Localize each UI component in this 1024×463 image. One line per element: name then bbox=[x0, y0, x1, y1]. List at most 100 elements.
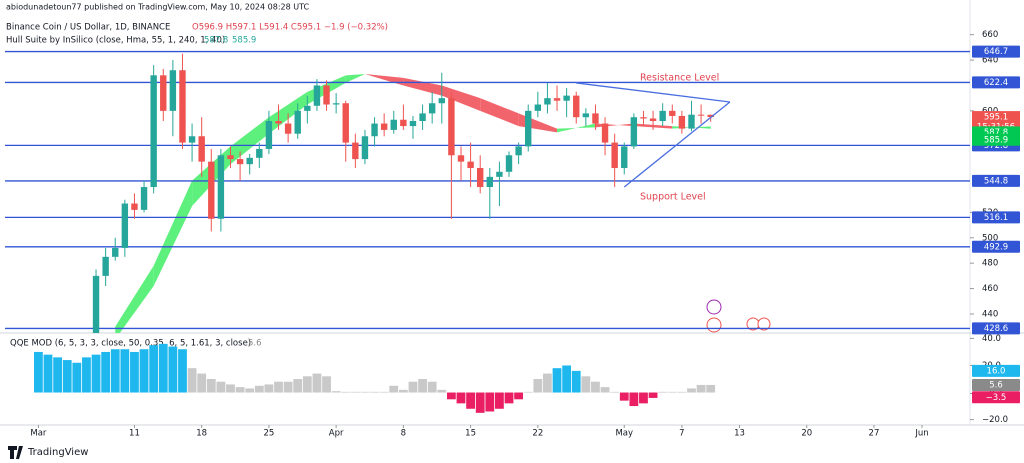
histogram-bar bbox=[543, 373, 552, 393]
x-tick-label: Mar bbox=[30, 429, 47, 439]
candle-body bbox=[227, 155, 234, 160]
candle-body bbox=[208, 161, 215, 219]
candle-body bbox=[592, 113, 599, 124]
value-tag bbox=[972, 391, 1020, 404]
histogram-bar bbox=[456, 392, 466, 404]
indicator-title: Hull Suite by InSilico (close, Hma, 55, … bbox=[6, 36, 225, 46]
qqe-value: 5.6 bbox=[248, 339, 262, 349]
x-tick-label: 20 bbox=[801, 429, 812, 439]
histogram-bar bbox=[82, 357, 91, 393]
histogram-bar bbox=[591, 381, 600, 393]
candle-body bbox=[409, 121, 417, 127]
histogram-bar bbox=[475, 392, 485, 413]
candle-body bbox=[342, 103, 349, 143]
histogram-bar bbox=[648, 392, 658, 398]
histogram-bar bbox=[533, 379, 543, 393]
x-tick-label: 22 bbox=[532, 429, 543, 439]
candle-body bbox=[371, 123, 378, 137]
histogram-bar bbox=[581, 376, 591, 393]
candle-body bbox=[563, 95, 570, 101]
histogram-bar bbox=[62, 360, 72, 393]
candle-body bbox=[380, 123, 388, 130]
candle-body bbox=[198, 136, 205, 162]
ohlc: O596.9 H597.1 L591.4 C595.1 −1.9 (−0.32%… bbox=[192, 23, 388, 33]
candle-body bbox=[496, 171, 503, 177]
histogram-bar bbox=[322, 376, 331, 393]
price-pane bbox=[5, 50, 970, 333]
histogram-bar bbox=[466, 392, 475, 409]
x-tick-label: May bbox=[615, 429, 633, 439]
candle-body bbox=[150, 75, 157, 188]
histogram-bar bbox=[302, 376, 312, 393]
symbol: Binance Coin / US Dollar, 1D, BINANCE bbox=[6, 23, 170, 33]
x-tick-label: 8 bbox=[401, 429, 406, 439]
histogram-bar bbox=[370, 391, 379, 393]
histogram-bar bbox=[130, 351, 139, 393]
histogram-bar bbox=[437, 389, 447, 393]
candle-body bbox=[573, 95, 580, 118]
candle-body bbox=[217, 155, 225, 219]
candle-body bbox=[390, 119, 397, 130]
candle-body bbox=[323, 85, 330, 105]
value-tag-label: −3.5 bbox=[986, 393, 1007, 403]
candle-body bbox=[534, 104, 542, 111]
histogram-bar bbox=[53, 357, 63, 393]
x-tick-label: 11 bbox=[129, 429, 140, 439]
histogram-bar bbox=[235, 387, 245, 393]
histogram-bar bbox=[379, 391, 389, 393]
qqe-title: QQE MOD (6, 5, 3, 3, close, 50, 0.35, 6,… bbox=[10, 339, 251, 349]
candle-body bbox=[102, 256, 109, 276]
candle-body bbox=[640, 117, 647, 119]
candle-body bbox=[707, 114, 714, 118]
level-tag-label: 516.1 bbox=[984, 213, 1008, 223]
histogram-bar bbox=[283, 381, 293, 393]
candle-body bbox=[92, 275, 100, 333]
histogram-bar bbox=[43, 354, 53, 393]
histogram-bar bbox=[389, 385, 399, 393]
candle-body bbox=[688, 114, 695, 129]
level-tag bbox=[972, 322, 1020, 335]
histogram-bar bbox=[139, 349, 149, 393]
histogram-bar bbox=[418, 379, 427, 393]
level-tag-label: 492.9 bbox=[984, 242, 1008, 252]
level-tag bbox=[972, 240, 1020, 253]
histogram-bar bbox=[485, 392, 495, 412]
histogram-bar bbox=[427, 381, 437, 393]
candle-body bbox=[352, 142, 359, 160]
candle-body bbox=[630, 117, 638, 147]
histogram-bar bbox=[187, 368, 197, 393]
y-tick-label: 640 bbox=[982, 56, 998, 66]
x-tick-label: 18 bbox=[196, 429, 207, 439]
level-tag bbox=[972, 45, 1020, 58]
candle-body bbox=[515, 146, 522, 156]
value-tag-label: 5.6 bbox=[989, 380, 1003, 390]
histogram-bar bbox=[552, 368, 562, 393]
candle-body bbox=[621, 146, 628, 168]
histogram-bar bbox=[639, 392, 648, 404]
candle-body bbox=[131, 203, 138, 210]
histogram-bar bbox=[562, 365, 572, 393]
candle-body bbox=[553, 98, 561, 101]
candle-body bbox=[236, 159, 244, 165]
candle-body bbox=[697, 114, 705, 116]
candle-body bbox=[582, 113, 590, 118]
candle-body bbox=[419, 113, 426, 122]
hull-tag-label: 585.9 bbox=[984, 135, 1008, 145]
hull-band bbox=[480, 98, 519, 127]
histogram-bar bbox=[658, 391, 668, 393]
candle-body bbox=[505, 155, 513, 172]
candle-body bbox=[400, 119, 407, 127]
candle-body bbox=[313, 85, 321, 106]
histogram-bar bbox=[523, 391, 533, 393]
candle-body bbox=[304, 105, 311, 111]
candle-body bbox=[361, 136, 369, 160]
hull-band bbox=[153, 180, 193, 287]
histogram-bar bbox=[120, 349, 130, 393]
histogram-bar bbox=[504, 392, 514, 404]
candle-body bbox=[188, 136, 196, 143]
histogram-bar bbox=[72, 362, 82, 393]
candle-body bbox=[121, 203, 129, 248]
histogram-bar bbox=[610, 391, 620, 393]
histogram-bar bbox=[706, 384, 716, 393]
